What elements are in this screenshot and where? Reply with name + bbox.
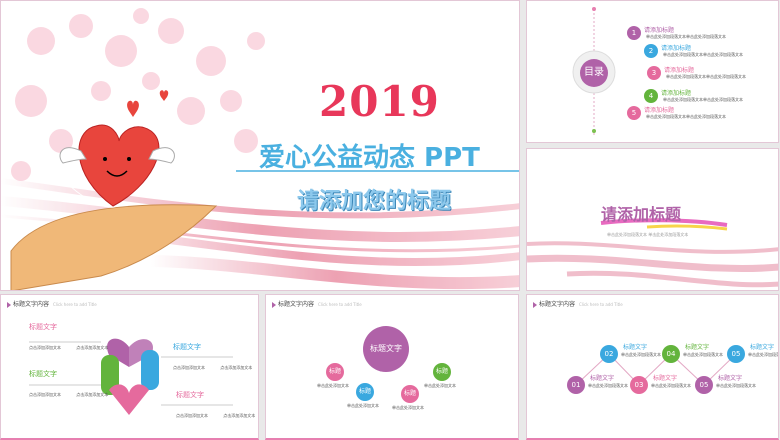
cover-slide: 2019 爱心公益动态 PPT 请添加您的标题 (0, 0, 520, 291)
toc-text: 单击此处添加段落文本单击此处添加段落文本 (663, 97, 743, 102)
slide-header: 标题文字内容 (539, 301, 576, 308)
number-circle: 01 (567, 376, 585, 394)
label-text: 单击此处添加段落文本 (588, 383, 628, 388)
zigzag-line (575, 353, 737, 386)
small-circle: 标题 (433, 363, 451, 381)
center-circle: 标题文字 (363, 326, 409, 372)
label: 标题文字 (718, 375, 743, 382)
label-text: 点击添加添加文本 点击添加添加文本 (29, 345, 109, 350)
label: 标题文字 (653, 375, 678, 382)
label: 标题文字 (685, 344, 710, 351)
small-circle: 标题 (356, 383, 374, 401)
toc-text: 单击此处添加段落文本单击此处添加段落文本 (646, 114, 726, 119)
label: 标题文字 (29, 370, 57, 378)
slide-5: 标题文字内容 Click here to add Title 标题文字 标题 单击此处添… (265, 294, 519, 440)
toc-number: 2 (644, 44, 658, 58)
number-circle: 02 (600, 345, 618, 363)
label-text: 单击此处添加段落文本 (683, 352, 723, 357)
cover-subtitle: 请添加您的标题 (297, 189, 452, 214)
circle-text: 单击此处添加文本 (317, 383, 349, 388)
label: 标题文字 (176, 391, 204, 399)
circle-text: 单击此处添加文本 (424, 383, 456, 388)
toc-number: 3 (647, 66, 661, 80)
cover-art (1, 8, 519, 290)
label-text: 点击添加添加文本 点击添加添加文本 (173, 365, 253, 370)
toc-text: 单击此处添加段落文本单击此处添加段落文本 (646, 34, 726, 39)
label: 标题文字 (750, 344, 775, 351)
cover-title: 爱心公益动态 PPT (259, 143, 480, 173)
toc-heading: 目录 (580, 59, 608, 87)
label-text: 单击此处添加段落文本 (621, 352, 661, 357)
toc-title: 请添加标题 (644, 107, 675, 114)
slide-6: 标题文字内容 Click here to add Title 01 标题文字 单击此处添… (526, 294, 779, 440)
small-circle: 标题 (401, 385, 419, 403)
toc-slide: 目录 1 请添加标题 单击此处添加段落文本单击此处添加段落文本 2 请添加标题 单击此处添加… (526, 0, 779, 143)
section-slide: 请添加标题单击此处添加段落文本 单击此处添加段落文本 (526, 148, 779, 291)
label-text: 点击添加添加文本 点击添加添加文本 (176, 413, 256, 418)
section-text: 单击此处添加段落文本 单击此处添加段落文本 (607, 232, 689, 237)
toc-title: 请添加标题 (644, 27, 675, 34)
label-text: 单击此处添加段落文本 (716, 383, 756, 388)
year: 2019 (319, 77, 440, 126)
toc-number: 1 (627, 26, 641, 40)
toc-number: 5 (627, 106, 641, 120)
label: 标题文字 (590, 375, 615, 382)
slide-header-en: Click here to add Title (318, 302, 362, 307)
number-circle: 04 (662, 345, 680, 363)
label-text: 单击此处添加段落文本 (651, 383, 691, 388)
circle-text: 单击此处添加文本 (392, 405, 424, 410)
header-marker (7, 302, 11, 308)
label-text: 单击此处添加段落文本 (748, 352, 778, 357)
toc-title: 请添加标题 (661, 45, 692, 52)
toc-title: 请添加标题 (661, 90, 692, 97)
header-marker (272, 302, 276, 308)
toc-text: 单击此处添加段落文本单击此处添加段落文本 (666, 74, 746, 79)
toc-title: 请添加标题 (664, 67, 695, 74)
number-circle: 03 (630, 376, 648, 394)
number-circle: 05 (695, 376, 713, 394)
label-text: 点击添加添加文本 点击添加添加文本 (29, 392, 109, 397)
header-marker (533, 302, 537, 308)
label: 标题文字 (623, 344, 648, 351)
section-art (527, 218, 778, 288)
circle-text: 单击此处添加文本 (347, 403, 379, 408)
toc-text: 单击此处添加段落文本单击此处添加段落文本 (663, 52, 743, 57)
label: 标题文字 (173, 343, 201, 351)
slide-header-en: Click here to add Title (53, 302, 97, 307)
slide-header-en: Click here to add Title (579, 302, 623, 307)
slide-header: 标题文字内容 (13, 301, 50, 308)
section-title: 请添加标题 (601, 205, 682, 224)
label: 标题文字 (29, 323, 57, 331)
slide-header: 标题文字内容 (278, 301, 315, 308)
small-circle: 标题 (326, 363, 344, 381)
heart-diagram (29, 338, 233, 415)
toc-number: 4 (644, 89, 658, 103)
slide-4: 标题文字内容 Click here to add Title 标题文字 点击添加添加文… (0, 294, 259, 440)
number-circle: 05 (727, 345, 745, 363)
